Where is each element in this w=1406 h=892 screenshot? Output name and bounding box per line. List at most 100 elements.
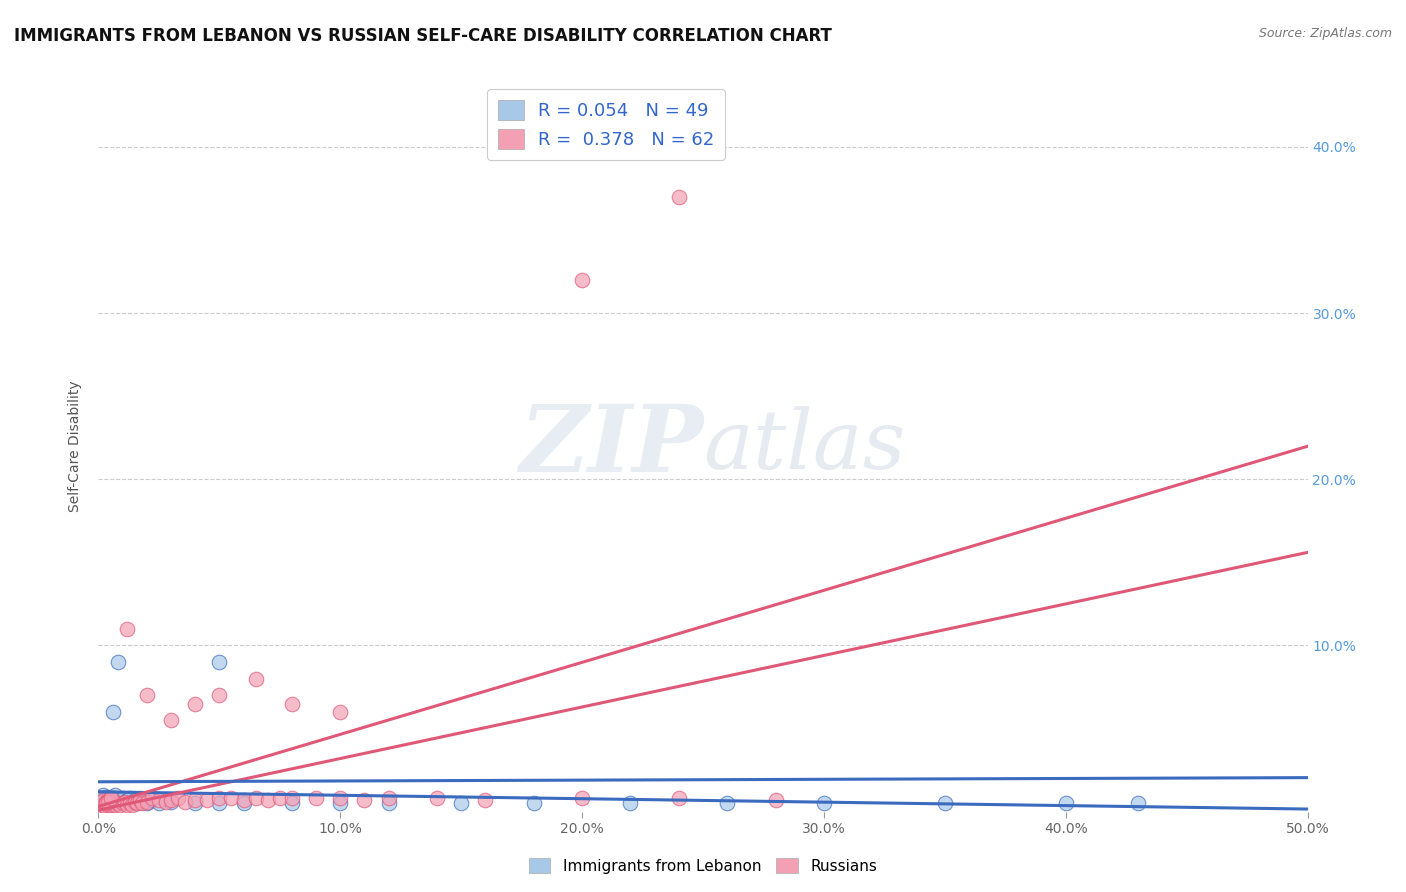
Point [571, 791, 593, 805]
Point [245, 672, 267, 686]
Point [94, 795, 117, 809]
Legend: Immigrants from Lebanon, Russians: Immigrants from Lebanon, Russians [523, 852, 883, 880]
Point [160, 714, 183, 728]
Point [329, 791, 352, 805]
Point [90, 791, 112, 805]
Point [94, 798, 117, 813]
Point [167, 791, 190, 805]
Point [118, 791, 141, 805]
Point [135, 689, 157, 703]
Point [90, 799, 112, 814]
Point [131, 795, 153, 809]
Point [118, 797, 141, 811]
Point [101, 797, 124, 811]
Point [107, 655, 129, 669]
Point [117, 798, 139, 813]
Point [101, 705, 124, 719]
Point [104, 798, 127, 813]
Point [101, 797, 124, 811]
Text: IMMIGRANTS FROM LEBANON VS RUSSIAN SELF-CARE DISABILITY CORRELATION CHART: IMMIGRANTS FROM LEBANON VS RUSSIAN SELF-… [14, 27, 832, 45]
Point [160, 793, 183, 807]
Point [523, 797, 546, 811]
Text: ZIP: ZIP [519, 401, 703, 491]
Point [208, 655, 231, 669]
Point [208, 689, 231, 703]
Point [245, 791, 267, 805]
Point [114, 795, 136, 809]
Point [97, 793, 120, 807]
Point [184, 697, 207, 711]
Point [174, 795, 197, 809]
Point [128, 793, 150, 807]
Point [765, 793, 787, 807]
Point [127, 797, 149, 811]
Point [111, 797, 134, 811]
Point [474, 793, 496, 807]
Point [135, 797, 157, 811]
Point [100, 798, 122, 813]
Point [281, 797, 304, 811]
Point [256, 793, 278, 807]
Point [104, 793, 127, 807]
Text: Source: ZipAtlas.com: Source: ZipAtlas.com [1258, 27, 1392, 40]
Point [121, 798, 143, 813]
Point [160, 795, 183, 809]
Point [208, 797, 231, 811]
Point [100, 789, 122, 804]
Point [124, 795, 146, 809]
Point [155, 795, 177, 809]
Point [195, 793, 218, 807]
Point [571, 273, 593, 287]
Point [104, 788, 127, 802]
Point [232, 793, 254, 807]
Point [450, 797, 472, 811]
Point [100, 795, 122, 809]
Point [141, 791, 163, 805]
Point [111, 791, 134, 805]
Point [90, 795, 112, 809]
Point [97, 798, 120, 813]
Point [100, 791, 122, 805]
Point [107, 795, 129, 809]
Point [716, 797, 738, 811]
Point [91, 798, 114, 813]
Point [426, 791, 449, 805]
Y-axis label: Self-Care Disability: Self-Care Disability [69, 380, 83, 512]
Point [97, 797, 120, 811]
Point [148, 793, 170, 807]
Point [1128, 797, 1150, 811]
Point [281, 697, 304, 711]
Point [281, 791, 304, 805]
Point [91, 793, 114, 807]
Point [135, 795, 157, 809]
Point [108, 798, 131, 813]
Point [934, 797, 956, 811]
Point [94, 797, 117, 811]
Point [141, 793, 163, 807]
Point [117, 793, 139, 807]
Point [97, 795, 120, 809]
Point [124, 793, 146, 807]
Point [101, 793, 124, 807]
Point [128, 793, 150, 807]
Point [668, 791, 690, 805]
Text: atlas: atlas [703, 406, 905, 486]
Point [329, 797, 352, 811]
Point [305, 791, 328, 805]
Point [94, 797, 117, 811]
Point [94, 793, 117, 807]
Point [90, 797, 112, 811]
Point [1054, 797, 1077, 811]
Point [127, 797, 149, 811]
Point [111, 797, 134, 811]
Point [184, 797, 207, 811]
Legend: R = 0.054   N = 49, R =  0.378   N = 62: R = 0.054 N = 49, R = 0.378 N = 62 [488, 89, 725, 160]
Point [184, 793, 207, 807]
Point [377, 797, 399, 811]
Point [97, 791, 120, 805]
Point [221, 791, 243, 805]
Point [94, 799, 117, 814]
Point [91, 795, 114, 809]
Point [101, 791, 124, 805]
Point [813, 797, 835, 811]
